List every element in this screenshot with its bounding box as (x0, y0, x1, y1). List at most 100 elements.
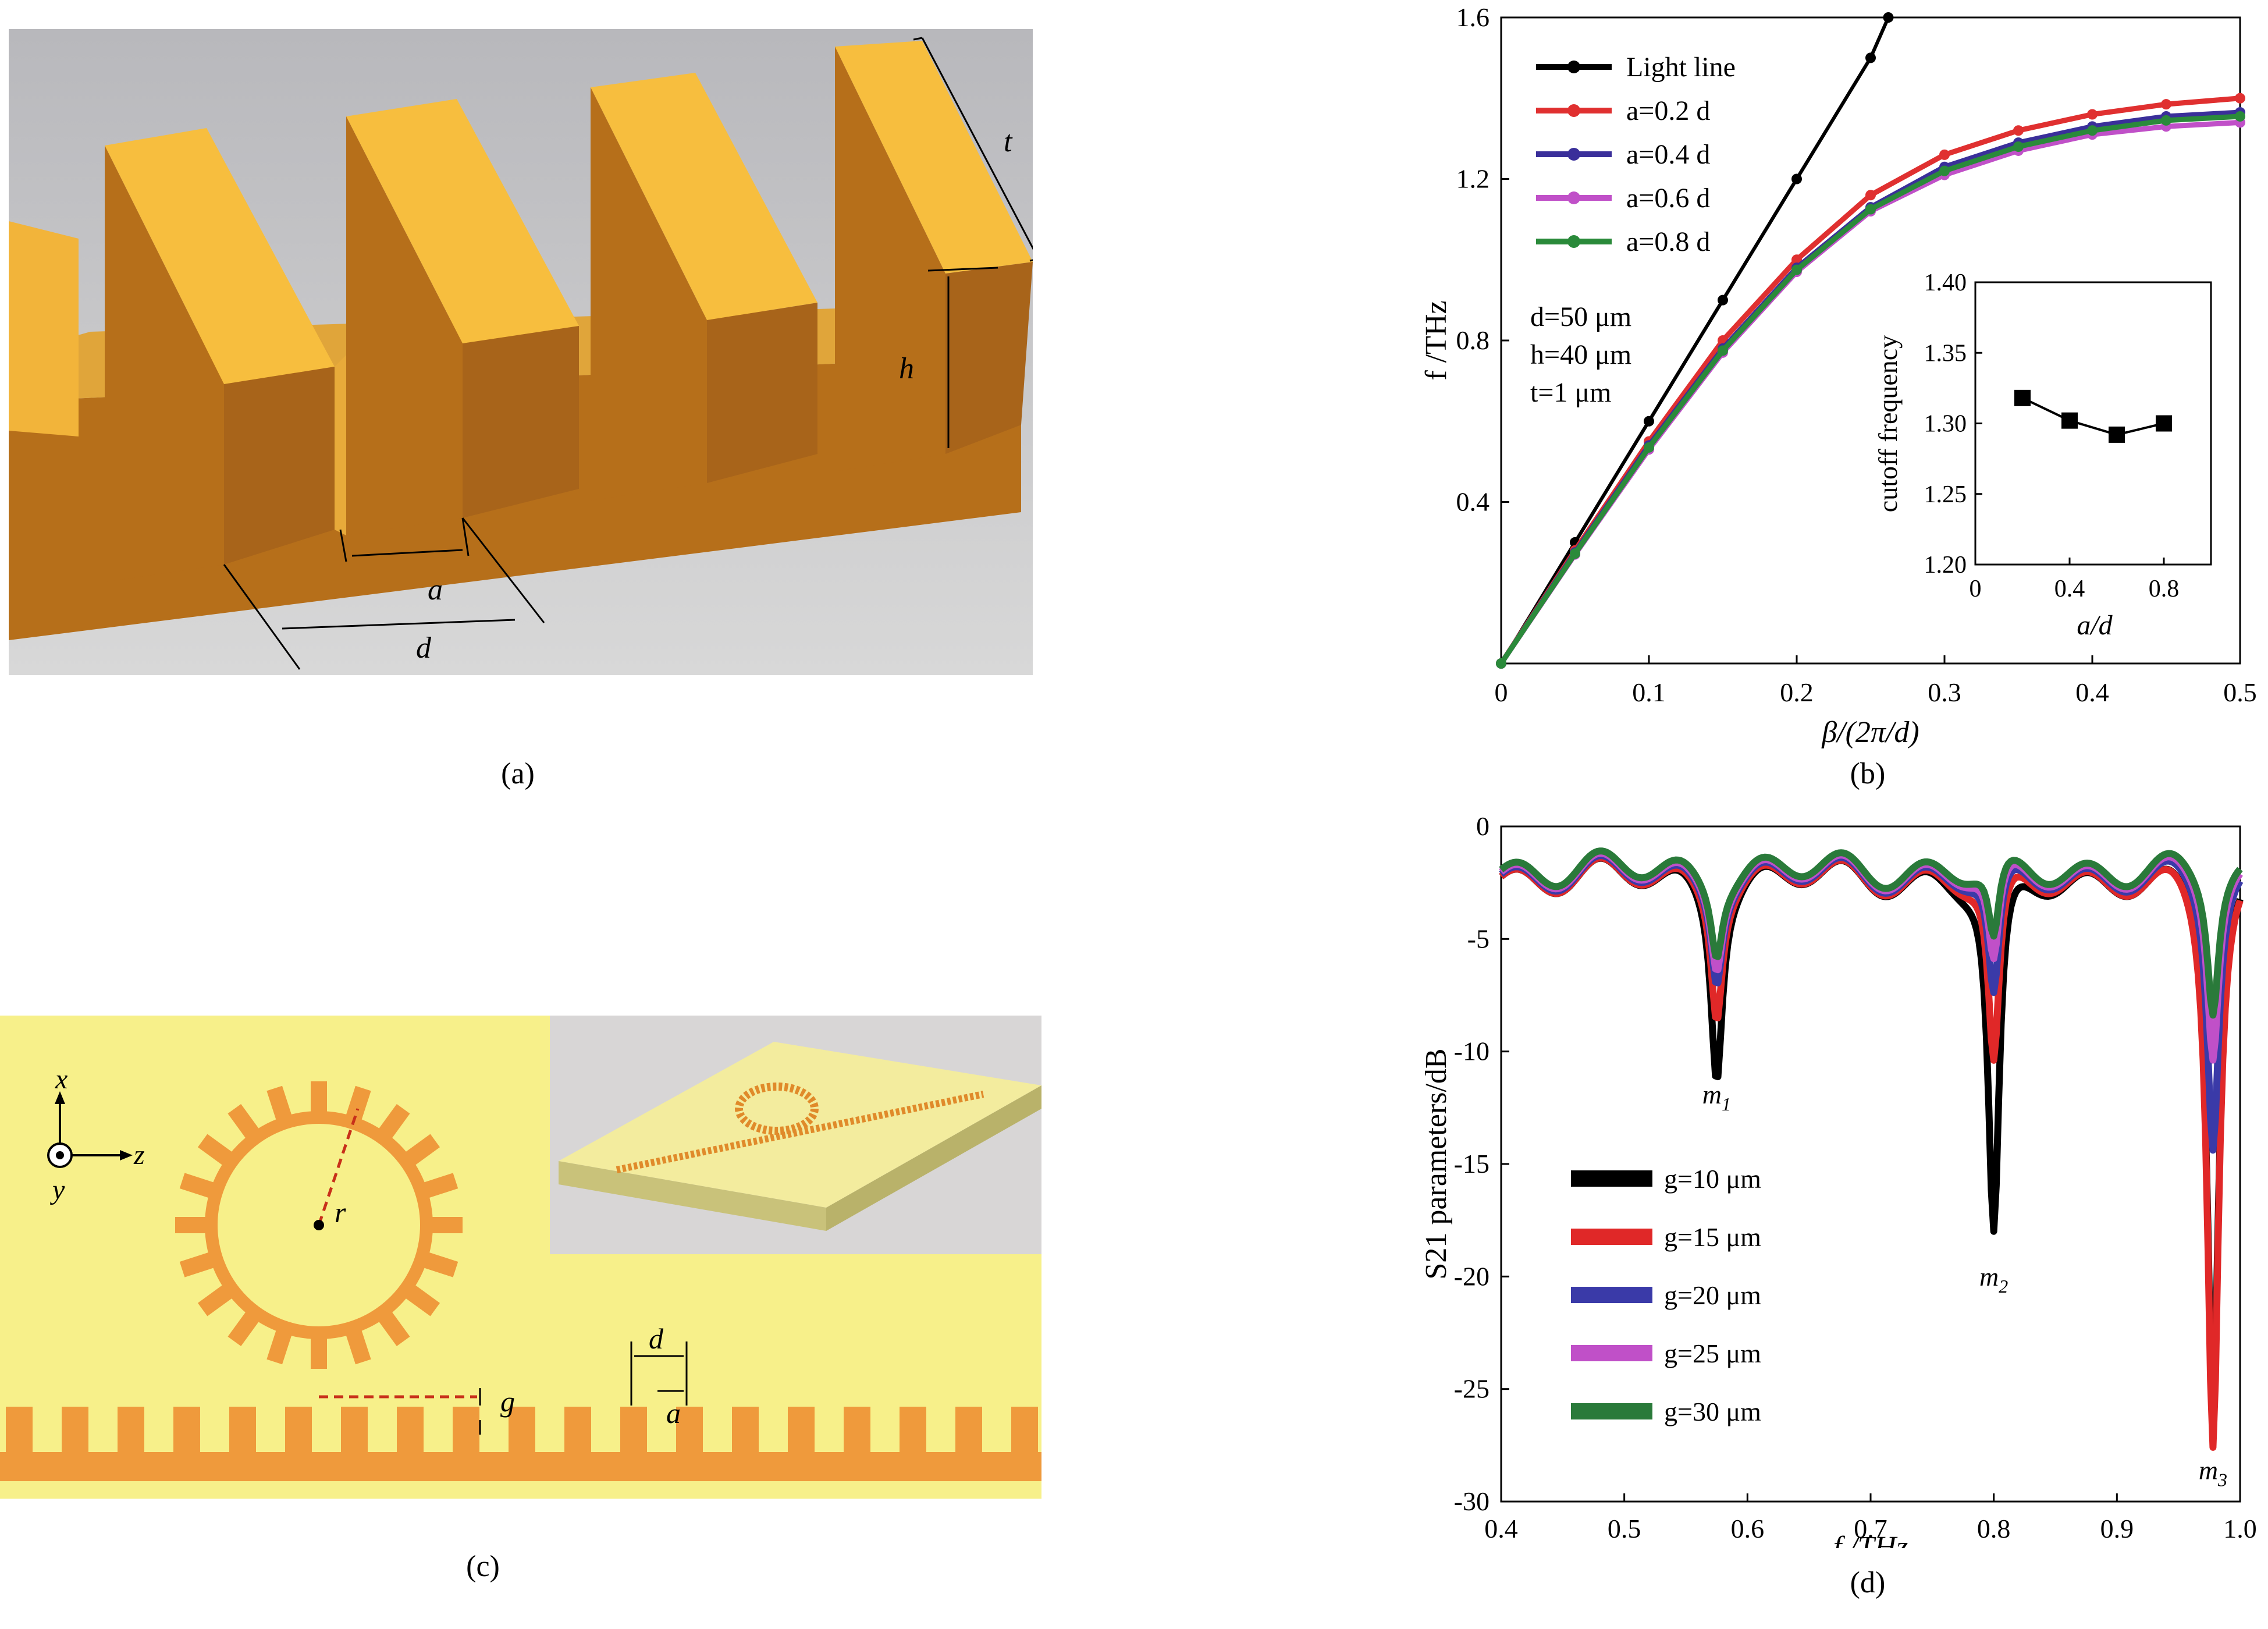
legend-marker (1567, 191, 1580, 204)
grating-tooth (788, 1407, 815, 1453)
y-tick-label: -20 (1454, 1261, 1490, 1291)
tooth-2 (105, 128, 335, 582)
grating-tooth (173, 1407, 200, 1453)
ring-tooth (197, 1134, 237, 1169)
ring-tooth (401, 1134, 440, 1169)
series-point (1496, 658, 1506, 669)
grating-tooth (900, 1407, 926, 1453)
ring-tooth (266, 1085, 294, 1126)
param-t: t=1 μm (1530, 377, 1611, 408)
series-point (2235, 111, 2245, 122)
series-point (1865, 204, 1876, 215)
axis-y: y (49, 1174, 65, 1205)
x-tick-label: 0.5 (1608, 1514, 1641, 1543)
inset-point (2156, 415, 2172, 432)
series-point (2087, 125, 2098, 136)
legend-swatch (1571, 1345, 1652, 1361)
grating-tooth (732, 1407, 759, 1453)
resonance-label: m3 (2199, 1456, 2227, 1490)
inset-3d-view (559, 1042, 1041, 1231)
series-point (1939, 165, 1950, 176)
ring-tooth (311, 1333, 327, 1369)
y-tick-label: -5 (1467, 924, 1490, 953)
inset-y-tick-label: 1.40 (1924, 269, 1967, 296)
plot-frame (1500, 825, 2241, 1503)
x-tick-label: 0.7 (1854, 1514, 1887, 1543)
series-point (2161, 99, 2171, 110)
axis-z: z (133, 1140, 145, 1170)
legend-swatch (1571, 1229, 1652, 1245)
y-tick-label: -30 (1454, 1486, 1490, 1516)
x-tick-label: 0.1 (1632, 677, 1666, 707)
resonance-label: m1 (1702, 1080, 1731, 1115)
label-g: g (500, 1385, 515, 1418)
x-tick-label: 0.2 (1780, 677, 1814, 707)
grating-tooth (341, 1407, 368, 1453)
label-h: h (899, 352, 914, 385)
legend-marker (1567, 104, 1580, 117)
inset-x-tick-label: 0.4 (2054, 576, 2085, 602)
ring-tooth (344, 1325, 371, 1365)
inset-y-tick-label: 1.30 (1924, 411, 1967, 438)
grating-base (0, 1452, 1041, 1481)
ring-tooth (227, 1307, 262, 1347)
y-tick-label: 0 (1476, 815, 1490, 841)
inset-x-tick-label: 0.8 (2149, 576, 2180, 602)
ring-tooth (266, 1325, 294, 1365)
label-t: t (1004, 125, 1013, 158)
legend-label: g=25 μm (1664, 1339, 1761, 1368)
x-tick-label: 0.6 (1731, 1514, 1765, 1543)
grating-tooth (844, 1407, 870, 1453)
legend-swatch (1571, 1287, 1652, 1303)
x-tick-label: 0.4 (2075, 677, 2109, 707)
panel-c-figure: r x z y g d a h (0, 1016, 1071, 1499)
series-point (1644, 442, 1654, 453)
grating-tooth (118, 1407, 144, 1453)
grating-tooth (955, 1407, 982, 1453)
panel-c: r x z y g d a h (0, 1016, 1071, 1519)
series-point (2235, 93, 2245, 104)
ring-tooth (401, 1282, 440, 1316)
legend-label: a=0.8 d (1626, 226, 1710, 257)
y-tick-label: -10 (1454, 1037, 1490, 1066)
series-point (1865, 52, 1876, 63)
x-tick-label: 0.9 (2100, 1514, 2134, 1543)
inset-x-tick-label: 0 (1970, 576, 1982, 602)
param-h: h=40 μm (1530, 339, 1631, 370)
label-d: d (416, 631, 432, 665)
legend-marker (1567, 235, 1580, 248)
series-point (1791, 264, 1802, 275)
ring-tooth (375, 1103, 410, 1143)
series-point (2013, 141, 2024, 152)
axis-x: x (55, 1064, 67, 1095)
legend-label: g=10 μm (1664, 1164, 1761, 1194)
legend-label: g=15 μm (1664, 1222, 1761, 1252)
label-a: a (428, 573, 443, 606)
ring-tooth (227, 1103, 262, 1143)
panel-d: 0.4 0.5 0.6 0.7 0.8 0.9 1.0 0 -5 -10 -15 -20 -25 -30 … (1396, 811, 2268, 1564)
y-axis-label: f /THz (1420, 300, 1453, 380)
grating-tooth (564, 1407, 591, 1453)
caption-b: (b) (1850, 757, 1886, 790)
grating-tooth (397, 1407, 424, 1453)
panel-a-figure: t h a d (9, 29, 1040, 675)
grating-tooth (620, 1407, 647, 1453)
inset-line (2022, 397, 2164, 436)
series-point (1883, 12, 1894, 23)
legend-marker (1567, 148, 1580, 161)
resonance-label: m2 (1979, 1262, 2008, 1297)
series-point (2013, 125, 2024, 136)
series-point (1718, 345, 1728, 356)
grating-tooth (509, 1407, 535, 1453)
x-axis-label: β/(2π/d) (1821, 716, 1919, 749)
legend-label: g=20 μm (1664, 1280, 1761, 1310)
series-point (1644, 416, 1654, 427)
param-d: d=50 μm (1530, 301, 1631, 332)
series-point (1791, 173, 1802, 184)
s21-series-4 (1499, 847, 2243, 1019)
series-point (2087, 109, 2098, 120)
y-tick-label: 1.2 (1456, 164, 1490, 194)
grating-tooth (1011, 1407, 1038, 1453)
legend-marker (1567, 61, 1580, 73)
tooth-5 (835, 41, 1033, 471)
